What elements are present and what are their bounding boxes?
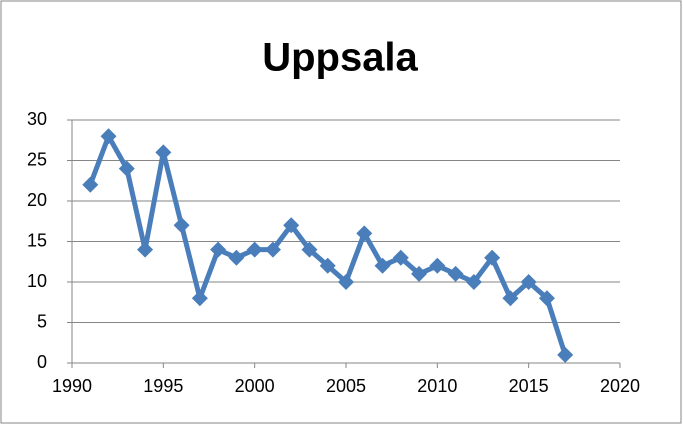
marker [338, 274, 354, 290]
x-tick-label: 2005 [326, 376, 366, 396]
marker [228, 249, 245, 266]
y-tick-label: 10 [27, 271, 47, 291]
marker [155, 144, 172, 161]
marker [484, 249, 501, 266]
x-tick-label: 1995 [143, 376, 183, 396]
marker [319, 257, 336, 274]
marker [411, 265, 428, 282]
marker [429, 257, 446, 274]
x-tick-label: 2015 [509, 376, 549, 396]
marker [392, 249, 409, 266]
marker [100, 128, 117, 145]
y-tick-label: 30 [27, 109, 47, 129]
marker [465, 274, 482, 290]
marker [557, 346, 574, 363]
marker [283, 217, 300, 234]
marker [210, 241, 227, 258]
y-tick-label: 15 [27, 230, 47, 250]
marker [118, 160, 135, 177]
marker [137, 241, 154, 258]
x-tick-label: 2010 [417, 376, 457, 396]
marker [191, 290, 208, 307]
marker [374, 257, 391, 274]
marker [356, 225, 373, 242]
chart-title: Uppsala [262, 36, 418, 80]
y-tick-label: 25 [27, 149, 47, 169]
marker [520, 274, 537, 290]
y-tick-label: 5 [37, 311, 47, 331]
marker [173, 217, 190, 234]
x-tick-label: 2020 [600, 376, 640, 396]
y-tick-label: 20 [27, 190, 47, 210]
x-tick-label: 2000 [235, 376, 275, 396]
marker [246, 241, 263, 258]
marker [502, 290, 519, 307]
x-tick-label: 1990 [52, 376, 92, 396]
marker [447, 265, 464, 282]
y-tick-label: 0 [37, 352, 47, 372]
marker [538, 290, 555, 307]
marker [264, 241, 281, 258]
marker [301, 241, 318, 258]
marker [82, 176, 99, 193]
